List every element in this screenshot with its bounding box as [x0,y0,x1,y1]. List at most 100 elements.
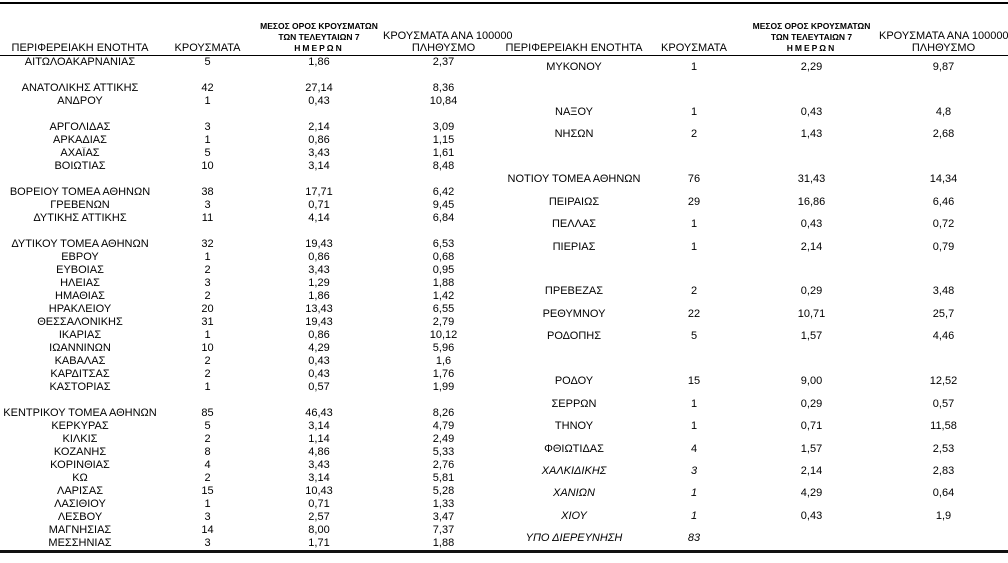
per100k-cell: 4,46 [932,330,955,343]
region-cell: ΘΕΣΣΑΛΟΝΙΚΗΣ [37,316,123,328]
header-line: ΚΡΟΥΣΜΑΤΑ ΑΝΑ 100000 [383,30,513,42]
avg7-cell: 0,86 [308,134,330,146]
right-table-header: ΠΕΡΙΦΕΡΕΙΑΚΗ ΕΝΟΤΗΤΑ ΚΡΟΥΣΜΑΤΑ ΜΕΣΟΣ ΟΡΟ… [504,4,1008,56]
cases-cell: 1 [690,397,698,410]
region-cell: ΛΑΣΙΘΙΟΥ [54,498,106,510]
per100k-cell: 4,8 [935,105,952,118]
avg7-cell [744,348,879,370]
region-cell: ΜΑΓΝΗΣΙΑΣ [48,524,112,536]
cases-cell: 2 [204,290,211,302]
table-row: ΕΥΒΟΙΑΣ 2 3,43 0,95 [0,264,504,277]
cases-cell: 1 [690,487,698,500]
per100k-cell [383,225,504,238]
table-row: ΒΟΡΕΙΟΥ ΤΟΜΕΑ ΑΘΗΝΩΝ 38 17,71 6,42 [0,186,504,199]
cases-cell: 2 [204,368,211,380]
header-line: ΤΩΝ ΤΕΛΕΥΤΑΙΩΝ 7 [770,32,853,42]
per100k-cell: 0,95 [432,264,455,276]
per100k-cell [383,394,504,407]
avg7-cell: 3,43 [308,264,330,276]
per100k-cell: 2,49 [432,433,455,445]
table-row: ΠΕΙΡΑΙΩΣ 29 16,86 6,46 [504,191,1008,213]
per100k-cell: 2,37 [432,56,455,68]
table-row: ΔΥΤΙΚΟΥ ΤΟΜΕΑ ΑΘΗΝΩΝ 32 19,43 6,53 [0,238,504,251]
avg7-cell [744,146,879,168]
region-cell: ΠΡΕΒΕΖΑΣ [544,285,604,298]
cases-cell: 8 [204,446,211,458]
cases-cell: 31 [201,316,214,328]
header-row: ΠΕΡΙΦΕΡΕΙΑΚΗ ΕΝΟΤΗΤΑ ΚΡΟΥΣΜΑΤΑ ΜΕΣΟΣ ΟΡΟ… [0,4,513,56]
region-cell [0,69,160,82]
cases-cell: 11 [201,212,214,224]
cases-cell: 15 [687,375,701,388]
col-header-region: ΠΕΡΙΦΕΡΕΙΑΚΗ ΕΝΟΤΗΤΑ [504,4,644,56]
avg7-cell: 19,43 [305,238,333,250]
col-header-avg7: ΜΕΣΟΣ ΟΡΟΣ ΚΡΟΥΣΜΑΤΩΝ ΤΩΝ ΤΕΛΕΥΤΑΙΩΝ 7 Η… [255,4,383,56]
per100k-cell: 12,52 [929,375,958,388]
cases-cell: 2 [204,264,211,276]
region-cell: ΧΑΝΙΩΝ [553,487,595,500]
cases-cell: 1 [690,420,698,433]
per100k-cell: 1,88 [432,537,455,549]
per100k-cell [383,108,504,121]
per100k-cell: 9,45 [432,199,455,211]
table-row: ΝΟΤΙΟΥ ΤΟΜΕΑ ΑΘΗΝΩΝ 76 31,43 14,34 [504,169,1008,191]
cases-cell [644,258,744,280]
avg7-cell: 3,14 [308,420,330,432]
cases-cell: 42 [201,82,214,94]
table-row: ΚΑΡΔΙΤΣΑΣ 2 0,43 1,76 [0,368,504,381]
region-cell: ΕΥΒΟΙΑΣ [56,264,104,276]
avg7-cell: 0,71 [308,498,330,510]
cases-cell: 3 [204,511,211,523]
cases-cell: 76 [687,173,701,186]
avg7-cell: 1,71 [308,537,330,549]
avg7-cell [255,69,383,82]
region-cell: ΚΑΣΤΟΡΙΑΣ [49,381,111,393]
avg7-cell: 0,43 [308,355,330,367]
cases-cell: 3 [204,277,211,289]
per100k-cell: 2,83 [932,464,955,477]
avg7-cell [744,528,879,550]
avg7-cell: 17,71 [305,186,333,198]
per100k-cell [383,173,504,186]
avg7-cell: 2,57 [308,511,330,523]
table-row [0,69,504,82]
region-cell: ΚΙΛΚΙΣ [62,433,98,445]
per100k-cell [879,258,1008,280]
avg7-cell [744,258,879,280]
table-row: ΑΝΑΤΟΛΙΚΗΣ ΑΤΤΙΚΗΣ 42 27,14 8,36 [0,82,504,95]
avg7-cell: 3,14 [308,472,330,484]
per100k-cell: 4,79 [432,420,455,432]
per100k-cell: 6,46 [932,195,955,208]
table-row: ΠΡΕΒΕΖΑΣ 2 0,29 3,48 [504,281,1008,303]
region-cell: ΜΥΚΟΝΟΥ [546,60,602,73]
table-row: ΑΧΑΪΑΣ 5 3,43 1,61 [0,147,504,160]
header-line: ΠΛΗΘΥΣΜΟ [911,42,976,54]
avg7-cell: 0,71 [800,420,823,433]
table-row: ΘΕΣΣΑΛΟΝΙΚΗΣ 31 19,43 2,79 [0,316,504,329]
region-cell: ΑΡΚΑΔΙΑΣ [53,134,107,146]
per100k-cell: 5,33 [432,446,455,458]
cases-cell [160,225,255,238]
cases-cell [160,69,255,82]
cases-cell: 1 [204,95,211,107]
region-cell: ΓΡΕΒΕΝΩΝ [50,199,110,211]
avg7-cell: 1,29 [308,277,330,289]
cases-cell: 5 [204,147,211,159]
avg7-cell: 3,43 [308,459,330,471]
region-cell: ΠΙΕΡΙΑΣ [552,240,596,253]
table-row: ΗΜΑΘΙΑΣ 2 1,86 1,42 [0,290,504,303]
avg7-cell [255,394,383,407]
table-row: ΤΗΝΟΥ 1 0,71 11,58 [504,415,1008,437]
per100k-cell: 1,88 [432,277,455,289]
region-cell: ΦΘΙΩΤΙΔΑΣ [544,442,604,455]
per100k-cell: 1,15 [432,134,455,146]
table-row: ΛΕΣΒΟΥ 3 2,57 3,47 [0,511,504,524]
table-row: ΑΡΚΑΔΙΑΣ 1 0,86 1,15 [0,134,504,147]
per100k-cell: 9,87 [932,60,955,73]
cases-cell: 1 [204,498,211,510]
avg7-cell: 2,14 [800,464,823,477]
region-cell: ΑΡΓΟΛΙΔΑΣ [49,121,111,133]
avg7-cell [255,225,383,238]
table-row [0,173,504,186]
per100k-cell: 10,84 [429,95,458,107]
